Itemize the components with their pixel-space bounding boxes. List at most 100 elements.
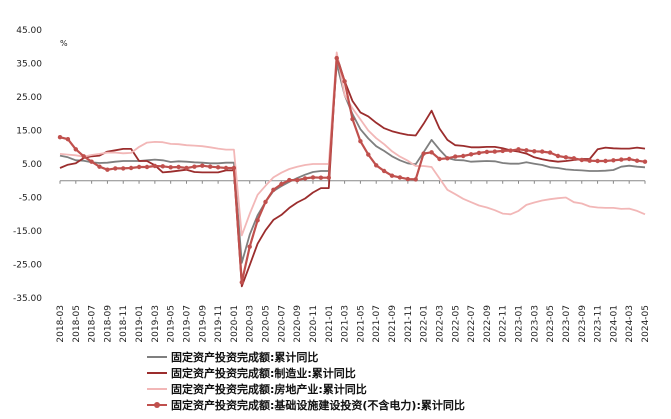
x-tick-label: 2023-09 xyxy=(578,305,588,343)
data-point xyxy=(318,175,324,180)
x-tick-label: 2019-09 xyxy=(198,305,208,343)
x-tick-label: 2020-01 xyxy=(230,305,240,343)
x-tick-label: 2020-11 xyxy=(309,305,319,343)
x-tick-label: 2023-03 xyxy=(530,305,540,343)
data-point xyxy=(547,150,553,155)
x-tick-label: 2021-01 xyxy=(325,305,335,343)
data-point xyxy=(144,164,150,170)
data-point xyxy=(97,164,102,169)
data-point xyxy=(461,153,466,159)
x-tick-label: 2021-07 xyxy=(372,305,382,343)
data-point xyxy=(310,175,316,180)
data-point xyxy=(603,158,608,164)
x-tick-label: 2020-09 xyxy=(293,305,303,343)
data-point xyxy=(113,166,118,171)
data-point xyxy=(484,149,490,155)
x-tick-label: 2019-03 xyxy=(151,305,161,343)
data-point xyxy=(500,148,505,154)
x-tick-label: 2022-01 xyxy=(420,305,430,343)
data-point xyxy=(524,148,529,153)
x-tick-label: 2024-01 xyxy=(609,305,619,343)
data-point xyxy=(642,159,648,164)
x-tick-label: 2021-05 xyxy=(356,305,366,343)
x-tick-label: 2022-09 xyxy=(483,305,493,343)
y-tick-label: 35.00 xyxy=(16,60,42,70)
x-tick-label: 2022-07 xyxy=(467,305,477,343)
data-point xyxy=(263,199,268,205)
series-line xyxy=(59,51,646,237)
y-tick-label: 45.00 xyxy=(16,26,42,36)
data-point xyxy=(358,139,363,144)
data-point xyxy=(634,158,640,163)
data-point xyxy=(105,167,110,172)
series-layer xyxy=(57,51,648,288)
data-point xyxy=(374,163,379,168)
legend-item: 固定资产投资完成额:累计同比 xyxy=(147,350,318,364)
x-tick-label: 2019-01 xyxy=(135,305,145,343)
data-point xyxy=(192,164,197,169)
data-point xyxy=(627,156,632,162)
y-axis: 45.00 35.00 25.00 15.00 5.00 -5.00 -15.00 -25.0… xyxy=(13,26,42,304)
data-point xyxy=(57,135,63,140)
x-tick-label: 2018-07 xyxy=(88,305,98,343)
legend-label: 固定资产投资完成额:制造业:累计同比 xyxy=(171,366,356,380)
data-point xyxy=(619,157,624,162)
x-tick-label: 2018-05 xyxy=(72,305,82,343)
unit-label: % xyxy=(60,39,68,48)
data-point xyxy=(429,150,434,155)
data-point xyxy=(476,150,482,156)
x-tick-label: 2022-11 xyxy=(499,305,509,343)
x-tick-label: 2024-03 xyxy=(625,305,635,343)
x-tick-label: 2019-07 xyxy=(182,305,192,343)
series-3 xyxy=(59,51,646,237)
data-point xyxy=(437,156,442,162)
y-tick-label: -15.00 xyxy=(13,227,42,237)
x-tick-label: 2020-03 xyxy=(246,305,256,343)
data-point xyxy=(279,181,284,187)
x-tick-label: 2020-05 xyxy=(262,305,272,343)
data-point xyxy=(208,164,213,169)
data-point xyxy=(271,187,276,192)
legend-marker xyxy=(154,402,160,408)
series-2 xyxy=(59,54,646,288)
x-tick-label: 2020-07 xyxy=(277,305,287,343)
y-tick-label: -5.00 xyxy=(19,194,43,204)
data-point xyxy=(326,175,331,180)
y-tick-label: 15.00 xyxy=(16,127,42,137)
x-tick-label: 2018-11 xyxy=(119,305,129,343)
series-4 xyxy=(57,55,648,285)
data-point xyxy=(152,163,158,169)
data-point xyxy=(255,218,260,223)
x-tick-label: 2023-11 xyxy=(594,305,604,343)
series-line xyxy=(59,62,646,264)
data-point xyxy=(215,165,221,170)
legend-item: 固定资产投资完成额:制造业:累计同比 xyxy=(147,366,356,380)
data-point xyxy=(381,168,387,174)
data-point xyxy=(421,151,426,156)
data-point xyxy=(540,149,545,154)
data-point xyxy=(397,175,403,180)
data-point xyxy=(121,166,126,171)
y-tick-label: 5.00 xyxy=(22,160,42,170)
x-tick-label: 2023-01 xyxy=(515,305,525,343)
series-line xyxy=(59,54,646,288)
data-point xyxy=(287,177,292,183)
data-point xyxy=(563,155,569,160)
data-point xyxy=(492,149,497,154)
data-point xyxy=(532,149,537,154)
data-point xyxy=(81,154,86,159)
legend-item: 固定资产投资完成额:房地产业:累计同比 xyxy=(147,382,367,396)
data-point xyxy=(160,164,165,169)
x-tick-label: 2021-03 xyxy=(341,305,351,343)
data-point xyxy=(587,158,592,163)
data-point xyxy=(128,165,134,171)
x-tick-label: 2024-05 xyxy=(641,305,651,343)
y-tick-label: -25.00 xyxy=(13,261,42,271)
data-point xyxy=(571,156,577,161)
data-point xyxy=(413,177,418,182)
data-point xyxy=(89,159,94,164)
legend-label: 固定资产投资完成额:基础设施建设投资(不含电力):累计同比 xyxy=(171,398,465,412)
data-point xyxy=(508,148,513,153)
x-tick-label: 2023-05 xyxy=(546,305,556,343)
data-point xyxy=(65,137,71,142)
